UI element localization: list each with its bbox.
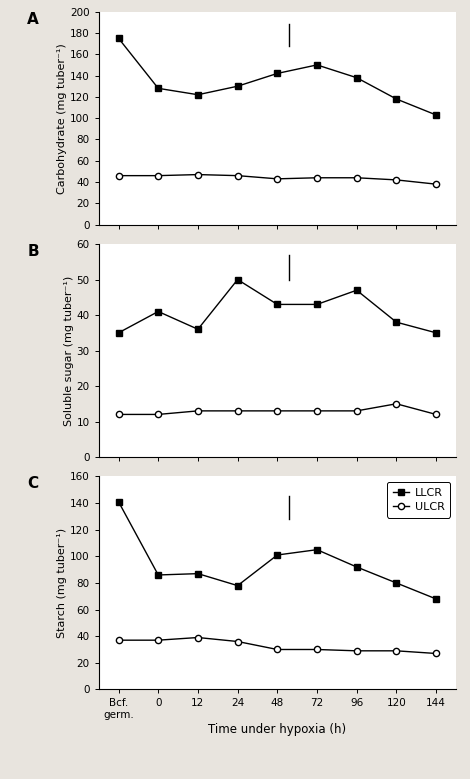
Text: C: C — [27, 477, 39, 492]
Text: A: A — [27, 12, 39, 26]
Legend: LLCR, ULCR: LLCR, ULCR — [387, 482, 450, 517]
Text: B: B — [27, 244, 39, 259]
Y-axis label: Starch (mg tuber⁻¹): Starch (mg tuber⁻¹) — [57, 528, 67, 638]
Y-axis label: Soluble sugar (mg tuber⁻¹): Soluble sugar (mg tuber⁻¹) — [64, 276, 74, 425]
X-axis label: Time under hypoxia (h): Time under hypoxia (h) — [208, 723, 346, 736]
Y-axis label: Carbohydrate (mg tuber⁻¹): Carbohydrate (mg tuber⁻¹) — [57, 43, 67, 193]
